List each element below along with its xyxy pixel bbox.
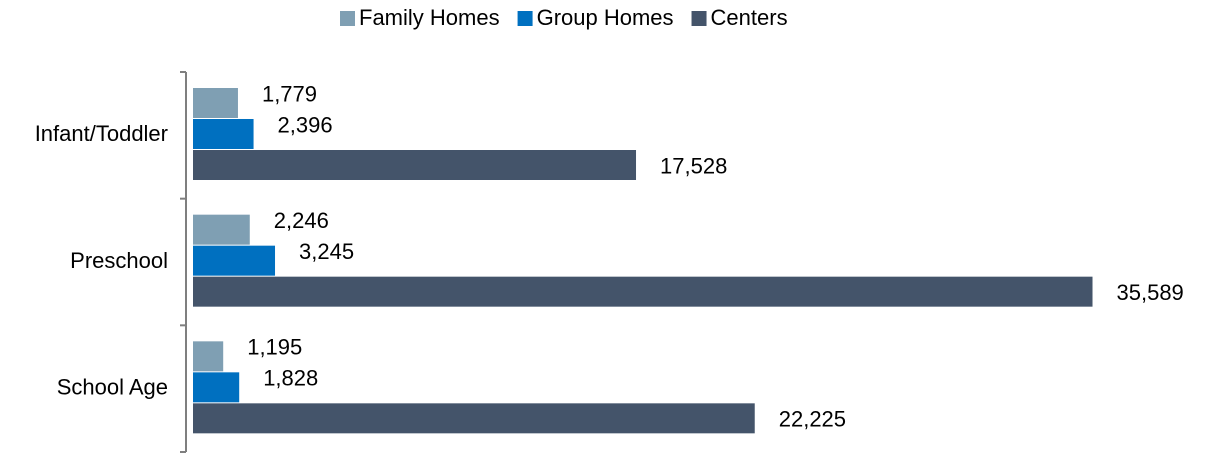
- bar: [193, 214, 250, 245]
- bar: [193, 276, 1093, 307]
- category-label: Infant/Toddler: [35, 121, 168, 146]
- legend-label: Family Homes: [359, 5, 500, 30]
- value-label: 2,396: [278, 112, 333, 137]
- bar: [193, 341, 224, 372]
- value-label: 3,245: [299, 239, 354, 264]
- value-label: 35,589: [1117, 280, 1184, 305]
- bar: [193, 245, 276, 276]
- category-label: School Age: [57, 374, 168, 399]
- value-label: 1,195: [247, 335, 302, 360]
- value-label: 1,779: [262, 81, 317, 106]
- legend-label: Group Homes: [537, 5, 674, 30]
- value-label: 22,225: [779, 407, 846, 432]
- legend-swatch: [340, 11, 355, 26]
- legend-swatch: [691, 11, 707, 26]
- bar: [193, 150, 637, 180]
- bar: [193, 372, 240, 403]
- bar: [193, 403, 755, 434]
- legend-swatch: [517, 11, 533, 26]
- category-label: Preschool: [70, 248, 168, 273]
- value-label: 2,246: [274, 208, 329, 233]
- bar: [193, 119, 254, 149]
- legend-label: Centers: [711, 5, 788, 30]
- bar: [193, 88, 238, 118]
- value-label: 17,528: [660, 153, 727, 178]
- value-label: 1,828: [263, 366, 318, 391]
